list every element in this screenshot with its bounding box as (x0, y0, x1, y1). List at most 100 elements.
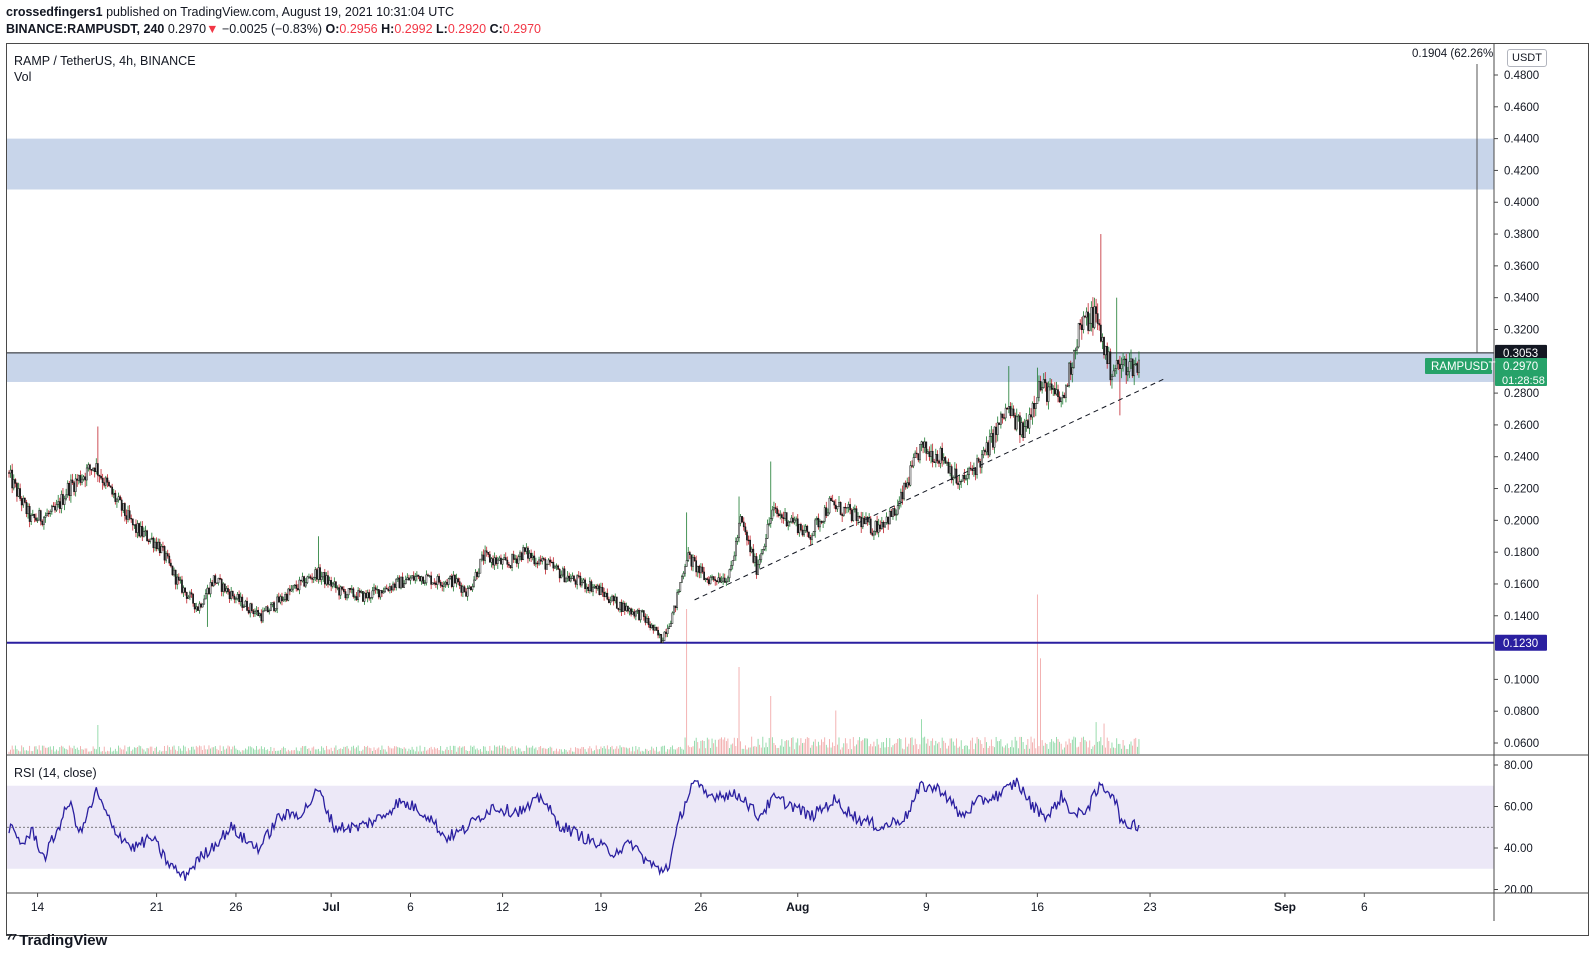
volume-bar (500, 747, 502, 754)
volume-bar (449, 745, 451, 754)
volume-bar (1029, 748, 1030, 754)
candle-body (416, 574, 418, 577)
candle-body (801, 529, 804, 536)
author-name[interactable]: crossedfingers1 (6, 5, 103, 19)
candle-body (888, 510, 891, 525)
candle-body (436, 576, 439, 585)
volume-bar (333, 747, 335, 754)
volume-bar (321, 746, 323, 754)
candle-body (1125, 358, 1128, 376)
candle-body (266, 606, 269, 613)
candle-body (1004, 407, 1007, 419)
price-tick-label: 0.4000 (1504, 197, 1539, 209)
volume-bar (506, 748, 508, 754)
candle-body (306, 576, 309, 583)
volume-bar (62, 746, 64, 754)
candle-body (1019, 415, 1021, 436)
volume-bar (289, 751, 291, 754)
candle-body (833, 501, 836, 506)
volume-bar (594, 750, 596, 754)
candle-body (682, 572, 685, 577)
candle-body (631, 611, 634, 615)
candle-body (582, 579, 585, 583)
candle-body (469, 586, 472, 591)
candle-body (562, 568, 564, 576)
volume-bar (921, 719, 922, 754)
volume-bar (751, 736, 753, 754)
volume-bar (57, 750, 59, 754)
candle-body (58, 501, 61, 509)
volume-bar (711, 738, 713, 754)
candle-body (60, 494, 63, 509)
volume-bar (890, 747, 892, 754)
chart-legend-title[interactable]: RAMP / TetherUS, 4h, BINANCE (14, 54, 196, 68)
candle-body (609, 600, 612, 603)
candle-body (749, 539, 751, 553)
candle-body (663, 631, 666, 641)
candle-body (563, 568, 566, 583)
volume-bar (1060, 743, 1062, 754)
volume-bar (16, 749, 18, 754)
candle-body (530, 552, 532, 558)
volume-bar (448, 750, 449, 754)
candle-body (465, 591, 467, 597)
volume-bar (1105, 747, 1107, 754)
volume-bar (562, 751, 564, 754)
candle-body (536, 562, 539, 565)
volume-bar (452, 745, 454, 754)
tradingview-logo[interactable]: ⁷⁷ TradingView (6, 931, 108, 949)
volume-bar (849, 738, 851, 754)
volume-bar (133, 747, 135, 754)
volume-bar (671, 745, 673, 754)
candle-body (990, 433, 993, 437)
volume-bar (503, 745, 505, 754)
volume-bar (622, 746, 624, 754)
candle-body (542, 558, 545, 560)
candle-body (368, 592, 371, 599)
candle-body (273, 602, 275, 611)
candle-body (1066, 385, 1069, 387)
volume-bar (749, 747, 751, 754)
currency-badge[interactable]: USDT (1507, 49, 1547, 67)
volume-bar (529, 747, 530, 754)
candle-body (688, 552, 691, 556)
volume-bar (194, 749, 196, 754)
candle-body (593, 585, 596, 588)
candle-body (81, 478, 83, 483)
candle-body (882, 521, 885, 528)
volume-bar (691, 747, 692, 754)
candle-body (190, 592, 193, 595)
time-tick-label: 6 (407, 900, 414, 914)
volume-bar (825, 744, 827, 754)
volume-bar (781, 739, 783, 754)
volume-bar (765, 742, 767, 754)
volume-bar (702, 740, 703, 754)
candle-body (176, 576, 179, 585)
volume-bar (378, 747, 380, 754)
candle-body (38, 510, 41, 521)
volume-bar (681, 748, 683, 754)
candle-body (171, 565, 174, 576)
volume-legend[interactable]: Vol (14, 70, 32, 84)
volume-bar (230, 749, 232, 754)
candle-body (127, 510, 129, 520)
candle-body (763, 546, 766, 550)
candle-body (992, 433, 994, 448)
candle-body (525, 547, 528, 552)
volume-bar (1078, 746, 1080, 754)
volume-bar (414, 751, 416, 754)
volume-bar (990, 739, 992, 754)
candle-body (170, 562, 172, 567)
volume-bar (267, 749, 269, 754)
candle-body (592, 587, 594, 592)
volume-bar (746, 749, 748, 754)
volume-bar (138, 745, 140, 754)
volume-bar (527, 747, 529, 754)
volume-bar (675, 749, 676, 754)
volume-bar (305, 745, 307, 754)
volume-bar (1065, 741, 1067, 754)
candle-body (1006, 407, 1009, 410)
rsi-legend[interactable]: RSI (14, close) (14, 766, 97, 780)
volume-bar (621, 747, 622, 754)
